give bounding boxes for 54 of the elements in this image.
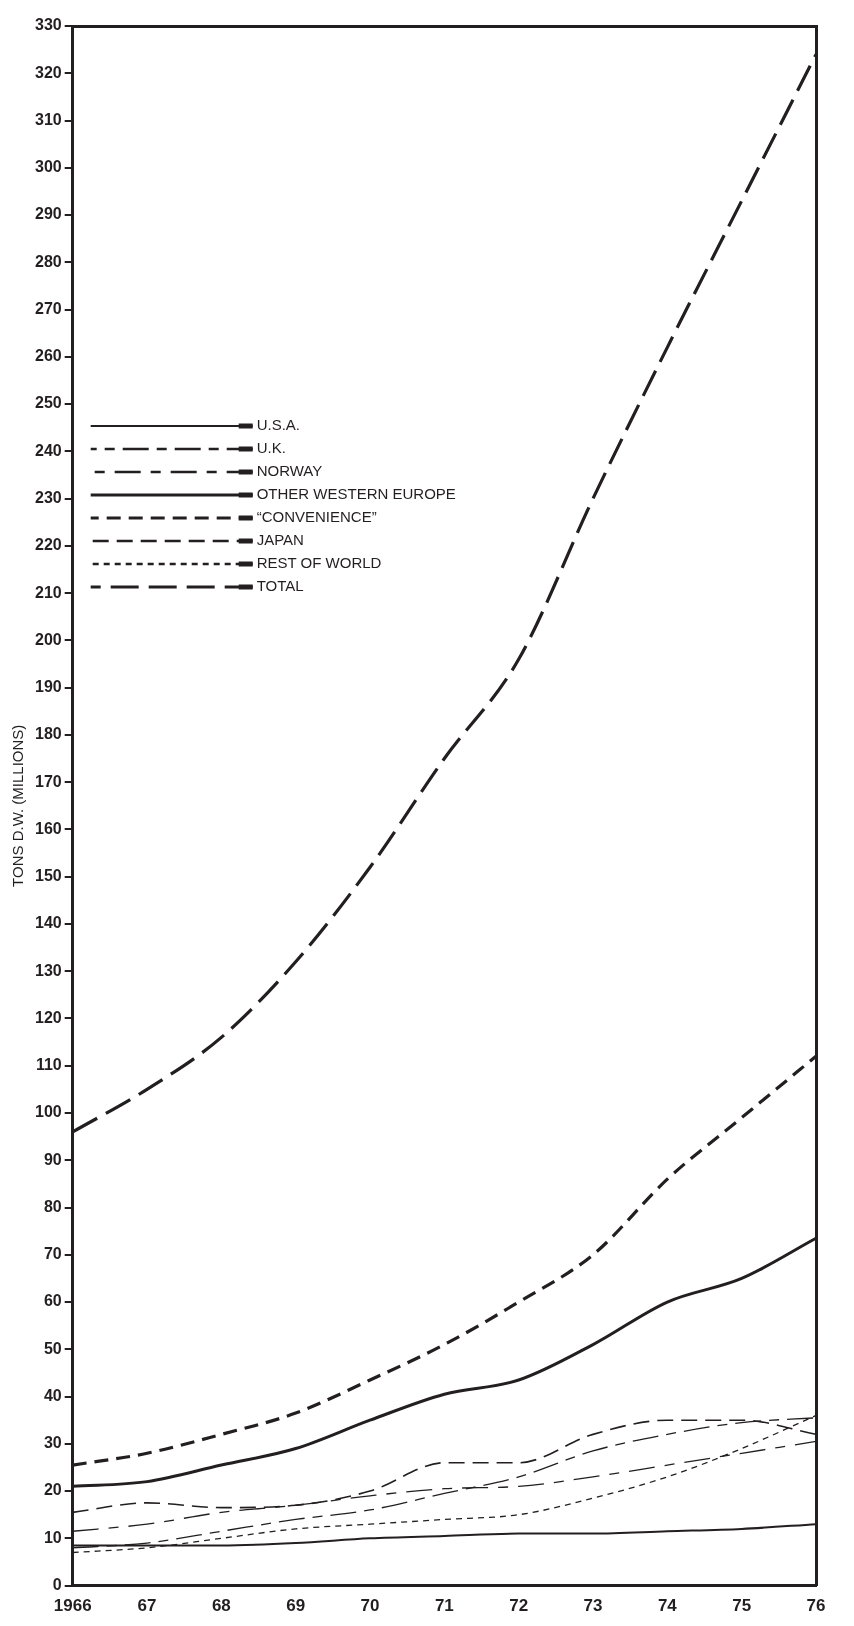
y-tick-label: 320	[34, 63, 62, 81]
y-tick-label: 210	[34, 583, 62, 601]
y-tick-label: 50	[43, 1339, 62, 1357]
y-tick-label: 60	[43, 1292, 62, 1310]
y-tick-label: 300	[34, 158, 62, 176]
y-tick-label: 310	[34, 110, 62, 128]
legend-label: TOTAL	[256, 577, 304, 595]
y-tick-label: 40	[43, 1386, 62, 1404]
y-tick-label: 270	[34, 299, 62, 317]
y-tick-label: 160	[34, 819, 62, 837]
x-tick-label: 68	[211, 1596, 231, 1616]
legend-label: OTHER WESTERN EUROPE	[256, 485, 456, 503]
y-tick-label: 10	[43, 1528, 62, 1546]
y-tick-label: 180	[34, 725, 62, 743]
x-tick-label: 73	[583, 1596, 603, 1616]
y-tick-label: 190	[34, 678, 62, 696]
y-axis-title: TONS D.W. (MILLIONS)	[9, 724, 27, 887]
y-tick-label: 20	[43, 1481, 62, 1499]
x-tick-label: 76	[806, 1596, 826, 1616]
y-tick-label: 80	[43, 1197, 62, 1215]
y-tick-label: 200	[34, 630, 62, 648]
x-tick-label: 67	[137, 1596, 157, 1616]
y-tick-label: 140	[34, 914, 62, 932]
y-tick-label: 150	[34, 867, 62, 885]
legend-label: JAPAN	[256, 531, 304, 549]
x-tick-label: 71	[434, 1596, 454, 1616]
legend-label: U.S.A.	[256, 416, 301, 434]
y-tick-label: 0	[52, 1576, 62, 1594]
x-tick-label: 72	[509, 1596, 529, 1616]
y-tick-label: 290	[34, 205, 62, 223]
x-tick-label: 69	[286, 1596, 306, 1616]
y-tick-label: 90	[43, 1150, 62, 1168]
legend-label: “CONVENIENCE”	[256, 508, 377, 526]
y-tick-label: 280	[34, 252, 62, 270]
x-tick-label: 70	[360, 1596, 380, 1616]
x-tick-label: 1966	[53, 1596, 92, 1616]
y-tick-label: 330	[34, 16, 62, 34]
y-tick-label: 110	[35, 1056, 62, 1074]
legend-label: REST OF WORLD	[256, 554, 382, 572]
y-tick-label: 230	[34, 489, 62, 507]
y-tick-label: 260	[34, 347, 62, 365]
x-tick-label: 75	[732, 1596, 752, 1616]
y-tick-label: 100	[34, 1103, 62, 1121]
y-tick-label: 170	[34, 772, 62, 790]
y-tick-label: 240	[34, 441, 62, 459]
y-tick-label: 250	[34, 394, 62, 412]
legend-label: U.K.	[256, 439, 286, 457]
y-tick-label: 120	[34, 1008, 62, 1026]
x-tick-label: 74	[657, 1596, 678, 1616]
y-tick-label: 70	[43, 1245, 62, 1263]
y-tick-label: 30	[43, 1434, 62, 1452]
y-tick-label: 220	[34, 536, 62, 554]
legend-label: NORWAY	[256, 462, 323, 480]
y-tick-label: 130	[34, 961, 62, 979]
